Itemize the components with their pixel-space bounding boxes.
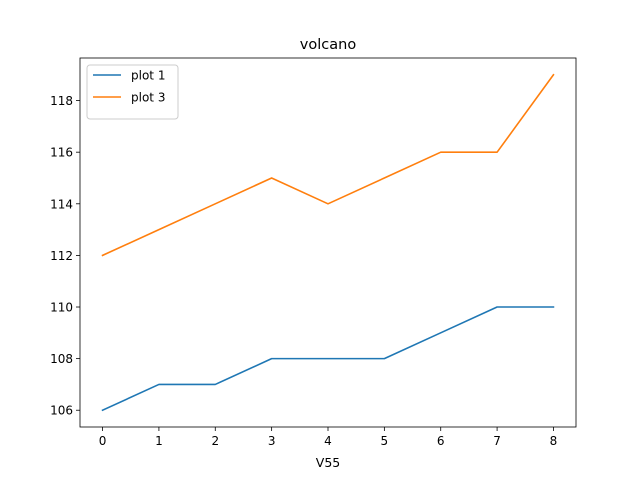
legend-box: [86, 64, 179, 120]
x-tick-label: 5: [381, 434, 389, 448]
y-tick-label: 118: [50, 94, 73, 108]
y-axis: 106 108 110 112 114 116 118: [50, 94, 80, 418]
legend: plot 1 plot 3: [86, 64, 179, 120]
x-tick-label: 1: [155, 434, 163, 448]
y-tick-label: 116: [50, 146, 73, 160]
x-tick-label: 0: [99, 434, 107, 448]
chart-title: volcano: [300, 37, 357, 53]
series-line-1: [101, 306, 555, 412]
x-tick-label: 8: [550, 434, 558, 448]
x-axis-label: V55: [316, 455, 340, 470]
y-tick-label: 108: [50, 352, 73, 366]
y-tick-label: 112: [50, 249, 73, 263]
x-tick-label: 3: [268, 434, 276, 448]
x-tick-label: 2: [211, 434, 219, 448]
y-tick-label: 106: [50, 404, 73, 418]
series-group: [101, 73, 555, 412]
x-tick-label: 6: [437, 434, 445, 448]
series-line-2: [101, 73, 555, 257]
legend-label-2: plot 3: [131, 91, 165, 105]
x-axis: 0 1 2 3 4 5 6 7 8: [99, 427, 558, 448]
legend-label-1: plot 1: [131, 69, 165, 83]
x-tick-label: 4: [324, 434, 332, 448]
y-tick-label: 114: [50, 197, 73, 211]
x-tick-label: 7: [493, 434, 501, 448]
y-tick-label: 110: [50, 301, 73, 315]
